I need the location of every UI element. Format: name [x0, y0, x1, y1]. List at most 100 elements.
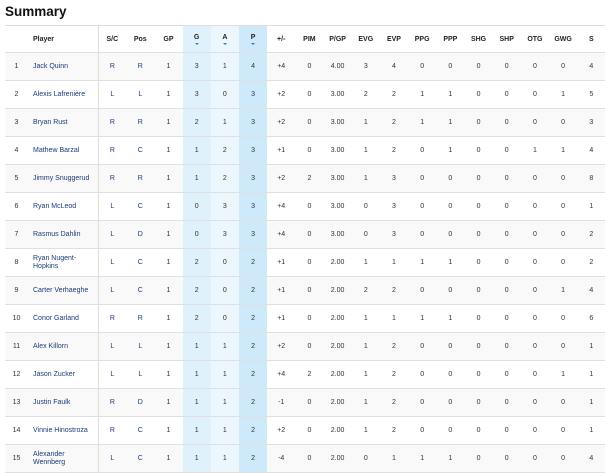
cell-sc: R	[98, 108, 127, 137]
cell-ppp: 1	[436, 80, 465, 109]
cell-g: 1	[182, 164, 211, 193]
cell-a: 0	[210, 248, 239, 277]
player-link[interactable]: Jack Quinn	[28, 52, 99, 81]
cell-p: 2	[238, 444, 268, 473]
player-link[interactable]: Mathew Barzal	[28, 136, 99, 165]
column-header-a[interactable]: A	[210, 25, 239, 53]
cell-p: 3	[238, 108, 268, 137]
cell-rank: 8	[5, 248, 28, 277]
column-header-label: P/GP	[329, 35, 346, 43]
cell-ppp: 1	[436, 108, 465, 137]
cell-pgp: 2.00	[323, 388, 352, 417]
column-header-sc[interactable]: S/C	[98, 25, 127, 53]
cell-shp: 0	[492, 220, 521, 249]
column-header-ppp[interactable]: PPP	[436, 25, 465, 53]
cell-g: 3	[182, 52, 211, 81]
cell-g: 1	[182, 332, 211, 361]
player-link[interactable]: Carter Verhaeghe	[28, 276, 99, 305]
cell-s: 3	[577, 108, 605, 137]
cell-s: 5	[577, 80, 605, 109]
column-header-otg[interactable]: OTG	[520, 25, 549, 53]
column-header-g[interactable]: G	[182, 25, 211, 53]
cell-sc: R	[98, 136, 127, 165]
player-link[interactable]: Rasmus Dahlin	[28, 220, 99, 249]
cell-shg: 0	[464, 192, 493, 221]
player-link[interactable]: Ryan McLeod	[28, 192, 99, 221]
cell-pim: 0	[295, 332, 324, 361]
cell-ppp: 0	[436, 388, 465, 417]
cell-a: 0	[210, 80, 239, 109]
cell-ppg: 0	[408, 276, 437, 305]
cell-evg: 2	[351, 80, 380, 109]
column-header-pm[interactable]: +/-	[267, 25, 296, 53]
player-link[interactable]: Alexis Lafrenière	[28, 80, 99, 109]
column-header-shg[interactable]: SHG	[464, 25, 493, 53]
column-header-evp[interactable]: EVP	[379, 25, 409, 53]
cell-ppg: 0	[408, 388, 437, 417]
cell-g: 1	[182, 136, 211, 165]
cell-s: 4	[577, 52, 605, 81]
cell-pm: +2	[267, 416, 296, 445]
player-link[interactable]: Alex Killorn	[28, 332, 99, 361]
cell-rank: 7	[5, 220, 28, 249]
cell-otg: 0	[520, 164, 549, 193]
column-header-ppg[interactable]: PPG	[408, 25, 437, 53]
cell-evp: 2	[379, 360, 409, 389]
player-link[interactable]: Jason Zucker	[28, 360, 99, 389]
cell-pos: L	[126, 360, 155, 389]
cell-s: 8	[577, 164, 605, 193]
cell-pos: R	[126, 164, 155, 193]
player-link[interactable]: Bryan Rust	[28, 108, 99, 137]
column-header-label: GP	[163, 35, 174, 43]
player-link[interactable]: Alexander Wennberg	[28, 444, 99, 473]
sort-arrow-icon	[222, 42, 227, 45]
cell-gwg: 1	[549, 276, 578, 305]
player-link[interactable]: Jimmy Snuggerud	[28, 164, 99, 193]
column-header-pim[interactable]: PIM	[295, 25, 324, 53]
cell-sc: R	[98, 388, 127, 417]
column-header-label: Player	[33, 35, 55, 43]
table-row: 6 Ryan McLeod L C 1 0 3 3 +4 0 3.00 0 3 0 0 0 0 0 0 1	[5, 192, 605, 221]
cell-gp: 1	[154, 360, 183, 389]
column-header-evg[interactable]: EVG	[351, 25, 380, 53]
cell-a: 1	[210, 444, 239, 473]
player-link[interactable]: Vinnie Hinostroza	[28, 416, 99, 445]
table-row: 11 Alex Killorn L L 1 1 1 2 +2 0 2.00 1 2 0 0 0 0 0 0 1	[5, 332, 605, 361]
cell-g: 1	[182, 388, 211, 417]
cell-pim: 2	[295, 360, 324, 389]
column-header-pos[interactable]: Pos	[126, 25, 155, 53]
player-link[interactable]: Justin Faulk	[28, 388, 99, 417]
cell-pim: 0	[295, 136, 324, 165]
cell-otg: 0	[520, 332, 549, 361]
cell-evg: 1	[351, 304, 380, 333]
cell-ppp: 0	[436, 52, 465, 81]
column-header-pgp[interactable]: P/GP	[323, 25, 352, 53]
cell-ppg: 1	[408, 444, 437, 473]
column-header-p[interactable]: P	[238, 25, 268, 53]
column-header-s[interactable]: S	[577, 25, 605, 53]
cell-pim: 0	[295, 192, 324, 221]
column-header-gp[interactable]: GP	[154, 25, 183, 53]
cell-ppg: 1	[408, 80, 437, 109]
column-header-gwg[interactable]: GWG	[549, 25, 578, 53]
cell-pos: C	[126, 192, 155, 221]
column-header-player[interactable]: Player	[28, 25, 99, 53]
player-link[interactable]: Ryan Nugent-Hopkins	[28, 248, 99, 277]
cell-otg: 0	[520, 248, 549, 277]
cell-evg: 0	[351, 192, 380, 221]
cell-shp: 0	[492, 80, 521, 109]
cell-pm: +2	[267, 164, 296, 193]
column-header-label: GWG	[554, 35, 572, 43]
column-header-shp[interactable]: SHP	[492, 25, 521, 53]
cell-pm: +1	[267, 276, 296, 305]
cell-p: 2	[238, 332, 268, 361]
player-link[interactable]: Conor Garland	[28, 304, 99, 333]
cell-evg: 1	[351, 164, 380, 193]
cell-evg: 3	[351, 52, 380, 81]
cell-a: 3	[210, 192, 239, 221]
cell-ppg: 0	[408, 220, 437, 249]
cell-a: 1	[210, 388, 239, 417]
column-header-label: P	[250, 33, 256, 41]
cell-otg: 0	[520, 304, 549, 333]
cell-rank: 6	[5, 192, 28, 221]
